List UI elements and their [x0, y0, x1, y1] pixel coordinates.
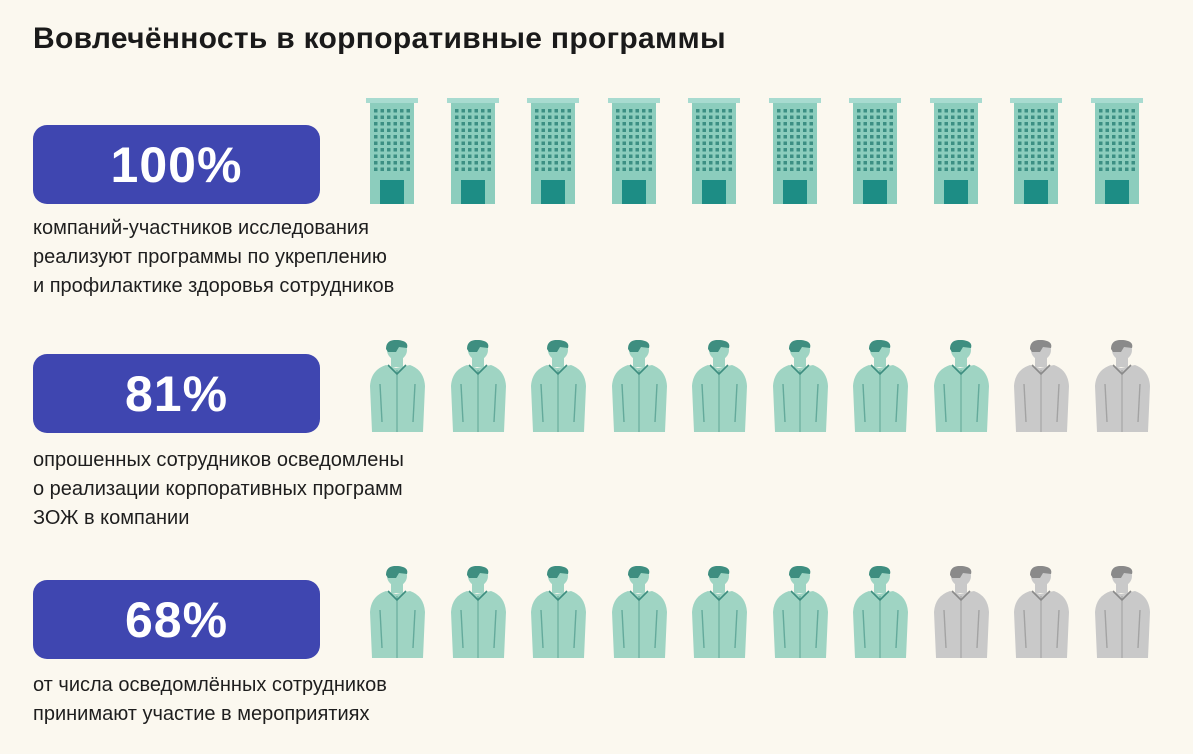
person-icon-filled	[527, 565, 589, 663]
person-icon-filled	[366, 339, 428, 437]
building-icon-filled	[1010, 98, 1062, 209]
page-title: Вовлечённость в корпоративные программы	[33, 22, 726, 55]
person-icon-filled	[366, 565, 428, 663]
person-icon-empty	[1010, 339, 1072, 437]
person-icon-filled	[849, 339, 911, 437]
person-icon-filled	[688, 565, 750, 663]
building-icon-filled	[769, 98, 821, 209]
icon-row-people	[366, 339, 1156, 450]
description-line: принимают участие в мероприятиях	[33, 703, 370, 725]
person-icon-filled	[608, 339, 670, 437]
percent-badge: 100%	[33, 125, 320, 204]
building-icon-filled	[849, 98, 901, 209]
building-icon-filled	[527, 98, 579, 209]
percent-badge: 68%	[33, 580, 320, 659]
description-line: компаний-участников исследования	[33, 217, 369, 239]
icon-row-people	[366, 565, 1156, 676]
stat-description: от числа осведомлённых сотрудников прини…	[33, 671, 493, 729]
person-icon-empty	[1091, 339, 1153, 437]
description-line: и профилактике здоровья сотрудников	[33, 275, 395, 297]
person-icon-filled	[930, 339, 992, 437]
person-icon-empty	[1091, 565, 1153, 663]
person-icon-filled	[688, 339, 750, 437]
percent-badge: 81%	[33, 354, 320, 433]
stat-description: компаний-участников исследования реализу…	[33, 214, 493, 301]
person-icon-empty	[1010, 565, 1072, 663]
description-line: от числа осведомлённых сотрудников	[33, 674, 387, 696]
description-line: ЗОЖ в компании	[33, 507, 190, 529]
icon-row-buildings	[366, 98, 1156, 208]
person-icon-filled	[527, 339, 589, 437]
person-icon-filled	[608, 565, 670, 663]
person-icon-filled	[849, 565, 911, 663]
building-icon-filled	[608, 98, 660, 209]
person-icon-filled	[447, 565, 509, 663]
building-icon-filled	[447, 98, 499, 209]
description-line: опрошенных сотрудников осведомлены	[33, 449, 404, 471]
building-icon-filled	[366, 98, 418, 209]
building-icon-filled	[688, 98, 740, 209]
building-icon-filled	[930, 98, 982, 209]
person-icon-empty	[930, 565, 992, 663]
person-icon-filled	[769, 339, 831, 437]
stat-description: опрошенных сотрудников осведомлены о реа…	[33, 446, 493, 533]
description-line: о реализации корпоративных программ	[33, 478, 403, 500]
person-icon-filled	[769, 565, 831, 663]
person-icon-filled	[447, 339, 509, 437]
building-icon-filled	[1091, 98, 1143, 209]
description-line: реализуют программы по укреплению	[33, 246, 387, 268]
